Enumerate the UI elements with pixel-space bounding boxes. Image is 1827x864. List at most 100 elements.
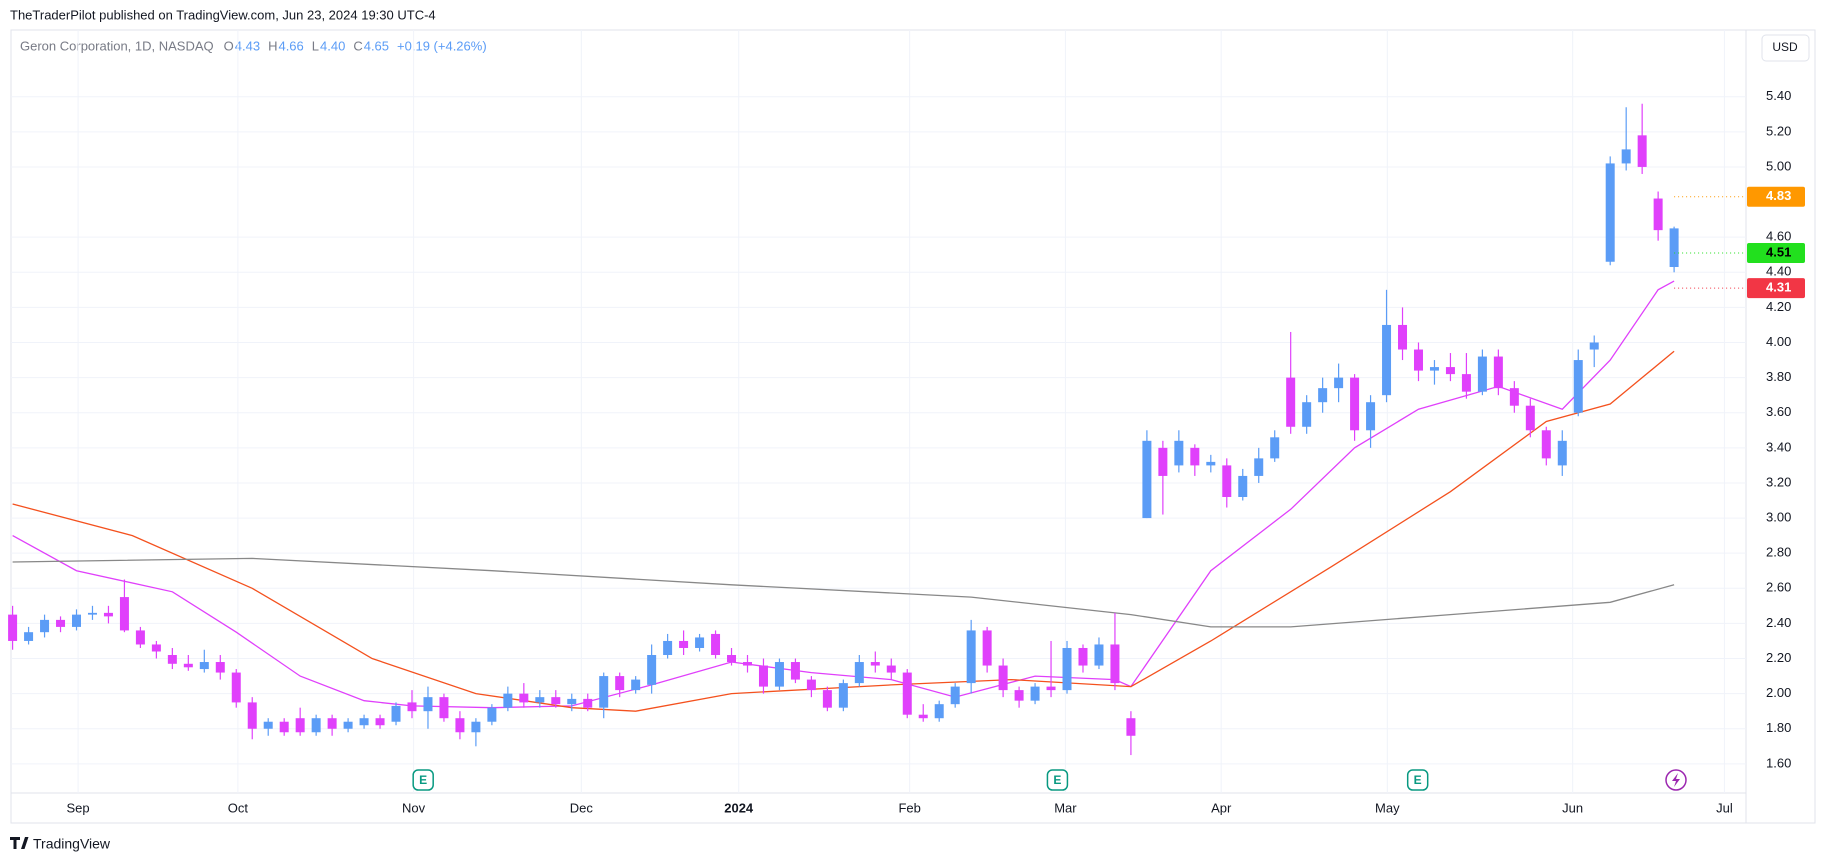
candle-body: [695, 637, 705, 648]
y-tick-label: 1.80: [1766, 720, 1791, 735]
y-tick-label: 2.40: [1766, 615, 1791, 630]
candle-body: [279, 721, 289, 733]
candle-body: [822, 690, 832, 708]
candle-body: [519, 693, 529, 703]
candle-body: [183, 663, 193, 668]
candle-body: [854, 662, 864, 684]
price-marker-label: 4.31: [1766, 280, 1791, 295]
candle-body: [966, 630, 976, 684]
y-tick-label: 2.20: [1766, 650, 1791, 665]
alert-icon[interactable]: [1665, 769, 1687, 791]
y-tick-label: 3.80: [1766, 369, 1791, 384]
currency: USD: [1772, 40, 1798, 54]
candle-body: [663, 640, 673, 656]
candle-body: [1046, 686, 1056, 691]
candle-body: [1014, 690, 1024, 701]
candle-body: [487, 707, 497, 722]
currency-button[interactable]: [1761, 34, 1810, 62]
candle-body: [711, 633, 721, 656]
change: +0.19 (+4.26%): [397, 38, 487, 53]
candle-body: [151, 644, 161, 652]
candle-body: [774, 662, 784, 687]
candle-body: [40, 619, 50, 633]
candle-body: [103, 612, 113, 617]
candle-body: [1206, 461, 1216, 466]
candle-body: [886, 665, 896, 673]
ohlc-label: C: [353, 38, 362, 53]
candle-body: [1653, 198, 1663, 231]
y-tick-label: 4.60: [1766, 229, 1791, 244]
x-tick-label: Sep: [67, 800, 90, 815]
candle-body: [1350, 377, 1360, 431]
candle-body: [1366, 402, 1376, 431]
earnings-label: E: [1053, 773, 1061, 787]
candle-body: [439, 697, 449, 719]
candle-body: [1429, 367, 1439, 371]
y-tick-label: 4.20: [1766, 299, 1791, 314]
x-tick-label: Mar: [1054, 800, 1077, 815]
price-marker: [1747, 242, 1805, 263]
x-tick-label: 2024: [724, 800, 754, 815]
ohlc-value: 4.43: [235, 38, 260, 53]
candle-body: [1509, 388, 1519, 406]
candle-body: [742, 662, 752, 666]
candle-body: [1158, 447, 1168, 476]
x-tick-label: Feb: [898, 800, 920, 815]
earnings-marker[interactable]: [1046, 769, 1069, 791]
price-marker-label: 4.83: [1766, 188, 1791, 203]
y-tick-label: 5.40: [1766, 88, 1791, 103]
grid: [11, 30, 1746, 793]
candle-body: [1030, 686, 1040, 701]
candle-body: [631, 679, 641, 691]
logo-mark: [10, 837, 29, 849]
ohlc-label: L: [312, 38, 319, 53]
candle-body: [1493, 356, 1503, 389]
candle-body: [1477, 356, 1487, 392]
price-marker-label: 4.51: [1766, 244, 1791, 259]
y-tick-label: 2.00: [1766, 685, 1791, 700]
y-tick-label: 2.60: [1766, 580, 1791, 595]
ohlc-label: O: [224, 38, 234, 53]
earnings-label: E: [419, 773, 427, 787]
moving-average: [12, 557, 1675, 628]
candle-body: [1062, 647, 1072, 691]
candle-body: [1302, 402, 1312, 427]
candle-body: [1174, 440, 1184, 466]
x-tick-label: Nov: [402, 800, 426, 815]
candle-body: [391, 705, 401, 722]
candle-body: [375, 718, 385, 726]
candle-body: [1094, 644, 1104, 666]
y-tick-label: 5.00: [1766, 158, 1791, 173]
y-tick-label: 3.40: [1766, 439, 1791, 454]
candle-body: [1126, 718, 1136, 736]
candle-body: [758, 665, 768, 687]
legend: Geron Corporation, 1D, NASDAQ O 4.43 H 4.66…: [20, 38, 487, 53]
candle-body: [8, 614, 18, 641]
candle-body: [503, 693, 513, 708]
candle-body: [1605, 163, 1615, 262]
candle-body: [87, 612, 97, 615]
candle-body: [455, 718, 465, 733]
candle-body: [727, 655, 737, 663]
candle-body: [1190, 447, 1200, 466]
candle-body: [790, 662, 800, 680]
candle-body: [327, 718, 337, 729]
earnings-marker[interactable]: [1406, 769, 1429, 791]
candle-body: [119, 597, 129, 631]
y-tick-label: 1.60: [1766, 755, 1791, 770]
candle-body: [1382, 324, 1392, 396]
candle-body: [215, 662, 225, 673]
candle-body: [1334, 377, 1344, 389]
candle-body: [1445, 367, 1455, 375]
earnings-label: E: [1414, 773, 1422, 787]
candle-body: [1110, 644, 1120, 684]
candle-body: [535, 697, 545, 703]
candle-body: [1573, 360, 1583, 413]
candle-body: [599, 676, 609, 708]
candle-body: [247, 702, 257, 729]
candle-body: [1541, 430, 1551, 459]
x-tick-label: Jul: [1716, 800, 1733, 815]
earnings-marker[interactable]: [412, 769, 434, 791]
candle-body: [679, 640, 689, 648]
